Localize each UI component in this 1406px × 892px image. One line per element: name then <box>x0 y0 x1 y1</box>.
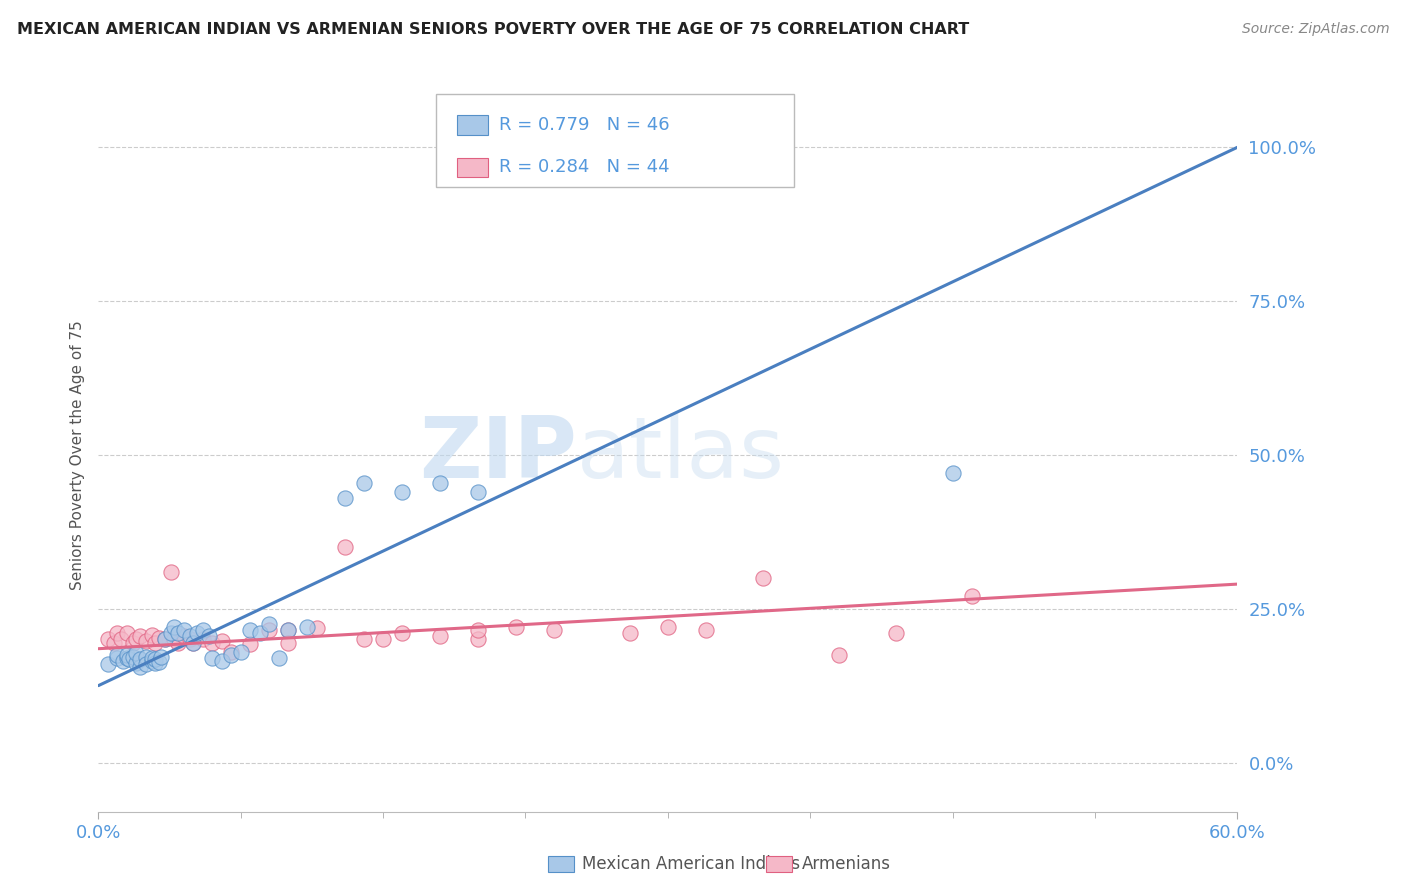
Point <box>179 629 201 643</box>
Point <box>657 620 679 634</box>
Y-axis label: Seniors Poverty Over the Age of 75: Seniors Poverty Over the Age of 75 <box>69 320 84 590</box>
Point <box>884 626 907 640</box>
Point <box>183 635 205 649</box>
Point <box>211 633 233 648</box>
Point <box>97 657 120 671</box>
Point <box>173 624 195 638</box>
Point <box>115 626 138 640</box>
Text: R = 0.779   N = 46: R = 0.779 N = 46 <box>499 116 669 134</box>
Point <box>135 649 157 664</box>
Point <box>148 655 170 669</box>
Point <box>191 632 214 647</box>
Point <box>107 648 129 662</box>
Point <box>141 651 163 665</box>
Point <box>129 629 152 643</box>
Point <box>371 632 394 647</box>
Point <box>167 626 190 640</box>
Point <box>391 626 413 640</box>
Point <box>135 657 157 671</box>
Point <box>186 626 208 640</box>
Point <box>153 632 176 647</box>
Point <box>145 656 167 670</box>
Point <box>129 660 152 674</box>
Point <box>467 484 489 499</box>
Point <box>335 540 357 554</box>
Point <box>267 651 290 665</box>
Point <box>129 652 152 666</box>
Point <box>259 624 281 638</box>
Text: Armenians: Armenians <box>801 855 890 873</box>
Point <box>107 626 129 640</box>
Point <box>201 635 224 649</box>
Point <box>211 654 233 668</box>
Point <box>297 620 319 634</box>
Point <box>107 651 129 665</box>
Text: Source: ZipAtlas.com: Source: ZipAtlas.com <box>1241 22 1389 37</box>
Point <box>335 491 357 505</box>
Point <box>277 635 299 649</box>
Point <box>115 648 138 662</box>
Point <box>163 632 186 647</box>
Text: MEXICAN AMERICAN INDIAN VS ARMENIAN SENIORS POVERTY OVER THE AGE OF 75 CORRELATI: MEXICAN AMERICAN INDIAN VS ARMENIAN SENI… <box>17 22 969 37</box>
Point <box>249 626 271 640</box>
Point <box>125 656 148 670</box>
Point <box>353 632 375 647</box>
Point <box>197 629 219 643</box>
Point <box>239 637 262 651</box>
Point <box>159 626 181 640</box>
Text: atlas: atlas <box>576 413 785 497</box>
Point <box>141 627 163 641</box>
Text: R = 0.284   N = 44: R = 0.284 N = 44 <box>499 159 669 177</box>
Point <box>429 629 451 643</box>
Point <box>828 648 851 662</box>
Point <box>201 651 224 665</box>
Point <box>118 652 141 666</box>
Point <box>229 645 252 659</box>
Point <box>135 633 157 648</box>
Point <box>259 617 281 632</box>
Point <box>277 624 299 638</box>
Point <box>221 648 243 662</box>
Point <box>221 645 243 659</box>
Point <box>110 632 132 647</box>
Point <box>752 571 775 585</box>
Point <box>239 624 262 638</box>
Point <box>103 635 125 649</box>
Point <box>145 635 167 649</box>
Point <box>173 629 195 643</box>
Point <box>183 635 205 649</box>
Text: ZIP: ZIP <box>419 413 576 497</box>
Point <box>467 632 489 647</box>
Point <box>163 620 186 634</box>
Point <box>159 565 181 579</box>
Point <box>125 632 148 647</box>
Point <box>467 624 489 638</box>
Point <box>619 626 641 640</box>
Point <box>353 475 375 490</box>
Point <box>141 654 163 668</box>
Point <box>125 646 148 660</box>
Point <box>115 651 138 665</box>
Point <box>148 632 170 646</box>
Point <box>121 635 143 649</box>
Point <box>153 632 176 647</box>
Point <box>942 467 965 481</box>
Point <box>112 654 135 668</box>
Point <box>695 624 717 638</box>
Point <box>429 475 451 490</box>
Point <box>150 649 173 664</box>
Point <box>121 649 143 664</box>
Point <box>191 624 214 638</box>
Point <box>505 620 527 634</box>
Point <box>167 635 190 649</box>
Point <box>305 621 328 635</box>
Point <box>97 632 120 647</box>
Point <box>277 624 299 638</box>
Point <box>145 652 167 666</box>
Point <box>391 484 413 499</box>
Point <box>960 590 983 604</box>
Point <box>543 624 565 638</box>
Point <box>179 632 201 647</box>
Text: Mexican American Indians: Mexican American Indians <box>582 855 800 873</box>
